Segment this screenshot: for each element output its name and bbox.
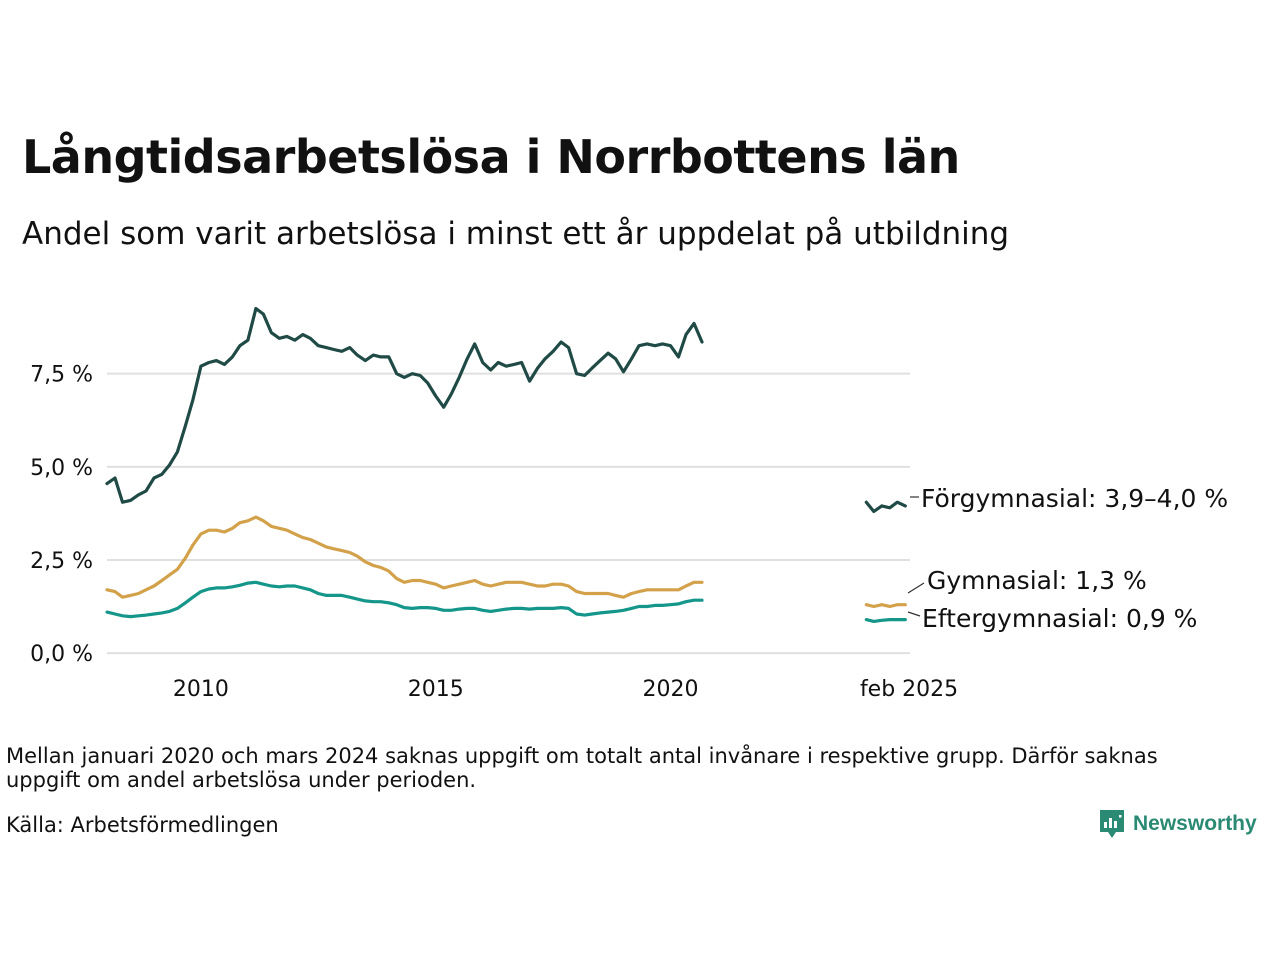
x-tick-label: 2020 bbox=[643, 677, 699, 702]
series-line-gymnasial-2 bbox=[864, 603, 907, 609]
series-labels: Förgymnasial: 3,9–4,0 % Gymnasial: 1,3 % E… bbox=[907, 484, 1228, 633]
newsworthy-logo-icon bbox=[1100, 810, 1124, 838]
grid-lines bbox=[107, 372, 910, 655]
label-connector bbox=[907, 611, 921, 617]
y-tick-label: 5,0 % bbox=[30, 456, 93, 481]
series-label-gymnasial: Gymnasial: 1,3 % bbox=[927, 566, 1147, 595]
chart-subtitle: Andel som varit arbetslösa i minst ett å… bbox=[22, 216, 1010, 252]
line-chart: 0,0 % 2,5 % 5,0 % 7,5 % 2010 2015 2020 feb 202… bbox=[30, 306, 1228, 702]
newsworthy-logo-text: Newsworthy bbox=[1133, 812, 1257, 835]
x-tick-label: 2010 bbox=[173, 677, 229, 702]
series-line-f-rgymnasial-2 bbox=[864, 500, 907, 514]
series-line-eftergymnasial-1 bbox=[105, 580, 704, 619]
label-connector bbox=[907, 582, 925, 594]
series-line-gymnasial-1 bbox=[105, 515, 704, 599]
series-line-f-rgymnasial-1 bbox=[105, 306, 704, 504]
x-tick-label: feb 2025 bbox=[860, 677, 958, 702]
series-line-eftergymnasial-2 bbox=[864, 618, 907, 623]
x-axis: 2010 2015 2020 feb 2025 bbox=[173, 677, 958, 702]
y-tick-label: 2,5 % bbox=[30, 549, 93, 574]
series-label-f-rgymnasial: Förgymnasial: 3,9–4,0 % bbox=[921, 484, 1228, 513]
y-axis: 0,0 % 2,5 % 5,0 % 7,5 % bbox=[30, 363, 93, 667]
series-label-eftergymnasial: Eftergymnasial: 0,9 % bbox=[922, 604, 1197, 633]
source-note: Källa: Arbetsförmedlingen bbox=[6, 813, 279, 837]
chart-title: Långtidsarbetslösa i Norrbottens län bbox=[22, 130, 960, 184]
y-tick-label: 0,0 % bbox=[30, 642, 93, 667]
x-tick-label: 2015 bbox=[408, 677, 464, 702]
footnote: Mellan januari 2020 och mars 2024 saknas… bbox=[6, 744, 1158, 792]
newsworthy-logo: Newsworthy bbox=[1098, 808, 1257, 840]
y-tick-label: 7,5 % bbox=[30, 363, 93, 388]
series-lines bbox=[105, 306, 907, 623]
